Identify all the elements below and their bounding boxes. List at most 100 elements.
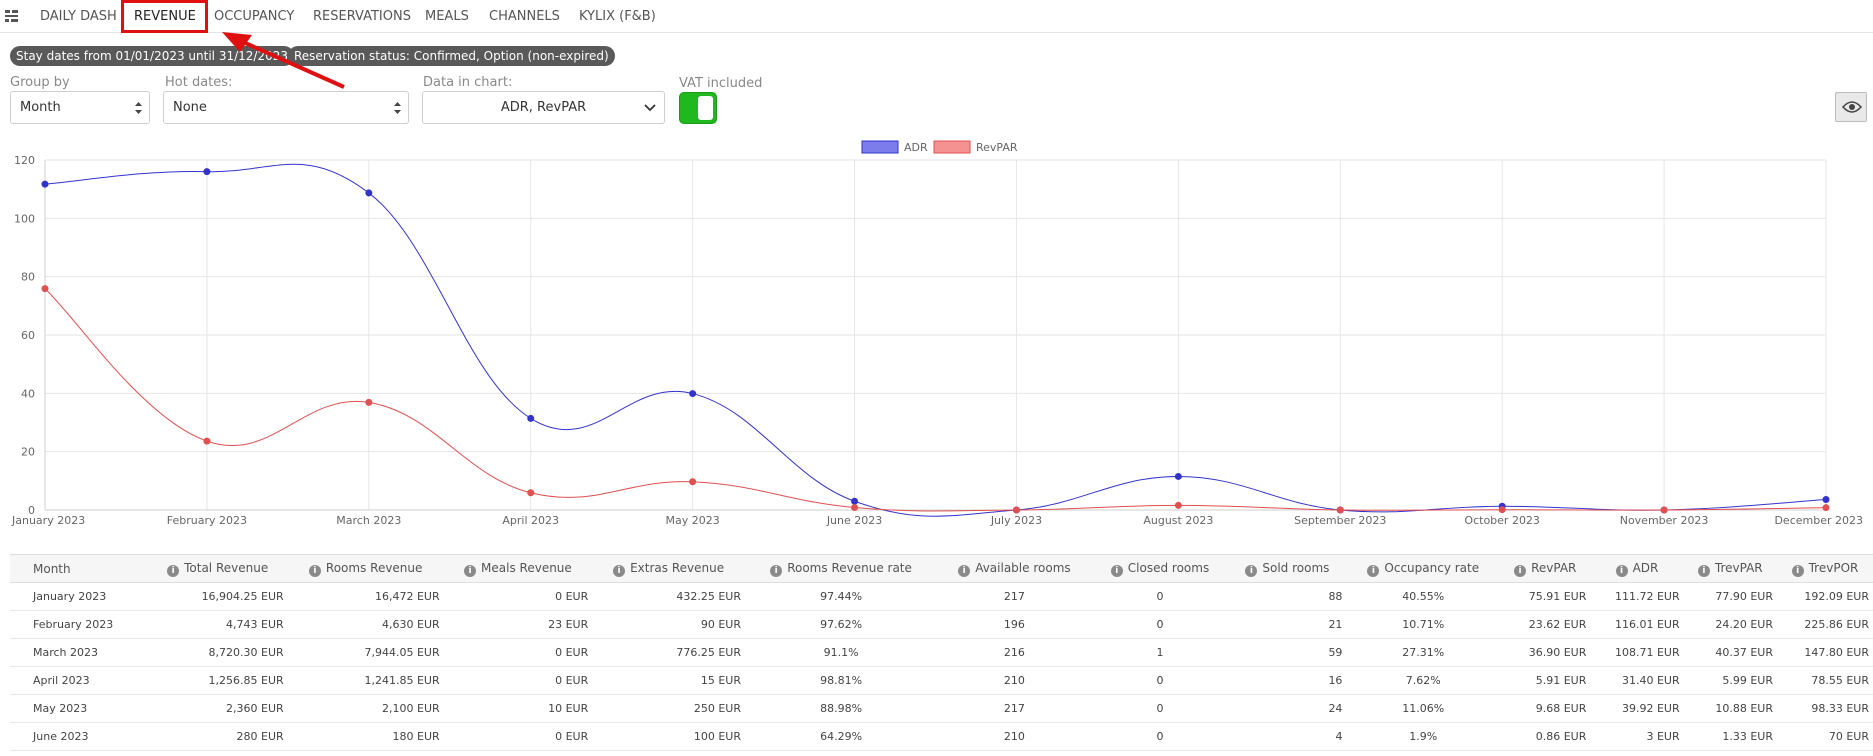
- revpar-data-point: [365, 398, 373, 406]
- table-cell: March 2023: [10, 638, 148, 667]
- table-cell: 36.90 EUR: [1500, 638, 1591, 667]
- group-by-select[interactable]: Month: [10, 91, 150, 124]
- info-icon[interactable]: i: [958, 564, 971, 577]
- info-icon[interactable]: i: [1514, 564, 1527, 577]
- table-cell: 98.33 EUR: [1776, 694, 1873, 723]
- eye-icon: [1842, 101, 1862, 113]
- table-cell: 432.25 EUR: [592, 582, 745, 611]
- adr-revpar-chart: 0 20 40 60 80 100 120 January 2023 February 2023…: [11, 140, 1863, 527]
- group-by-label: Group by: [10, 75, 70, 90]
- column-header[interactable]: i Closed rooms: [1091, 554, 1229, 583]
- table-cell: 225.86 EUR: [1776, 610, 1873, 639]
- menu-toggle-icon[interactable]: [5, 9, 19, 23]
- info-icon[interactable]: i: [308, 564, 321, 577]
- column-header[interactable]: i TrevPAR: [1683, 554, 1777, 583]
- x-tick-label: November 2023: [1620, 514, 1709, 527]
- column-header[interactable]: i Meals Revenue: [443, 554, 593, 583]
- top-nav: DAILY DASH REVENUE OCCUPANCY RESERVATION…: [0, 0, 1873, 33]
- table-cell: 75.91 EUR: [1500, 582, 1591, 611]
- visibility-button[interactable]: [1835, 92, 1867, 122]
- table-cell: 27.31%: [1346, 638, 1501, 667]
- table-cell: 78.55 EUR: [1776, 666, 1873, 695]
- info-icon[interactable]: i: [1110, 564, 1123, 577]
- table-cell: 7,944.05 EUR: [287, 638, 444, 667]
- data-in-chart-select[interactable]: ADR, RevPAR: [422, 91, 665, 124]
- column-header-label: Month: [33, 561, 71, 576]
- adr-data-point: [365, 189, 373, 197]
- tab-reservations[interactable]: RESERVATIONS: [313, 9, 411, 24]
- column-header[interactable]: i Total Revenue: [147, 554, 288, 583]
- revpar-data-point: [1336, 506, 1344, 514]
- column-header-label: Rooms Revenue rate: [787, 560, 912, 575]
- tab-daily-dash[interactable]: DAILY DASH: [40, 9, 117, 24]
- revpar-data-point: [1498, 506, 1506, 514]
- tab-occupancy[interactable]: OCCUPANCY: [214, 9, 295, 24]
- column-header[interactable]: i Rooms Revenue rate: [744, 554, 938, 583]
- column-header[interactable]: i Rooms Revenue: [287, 554, 444, 583]
- vat-toggle[interactable]: [679, 92, 717, 124]
- info-icon[interactable]: i: [1367, 564, 1380, 577]
- revpar-legend-swatch: [933, 140, 971, 154]
- column-header[interactable]: i Extras Revenue: [592, 554, 745, 583]
- table-cell: May 2023: [10, 694, 148, 723]
- table-cell: 108.71 EUR: [1590, 638, 1684, 667]
- info-icon[interactable]: i: [1697, 564, 1710, 577]
- column-header[interactable]: i RevPAR: [1500, 554, 1591, 583]
- table-cell: 100 EUR: [592, 722, 745, 751]
- column-header[interactable]: i TrevPOR: [1776, 554, 1873, 583]
- table-cell: 1: [1091, 638, 1229, 667]
- table-cell: 9.68 EUR: [1500, 694, 1591, 723]
- column-header[interactable]: i Available rooms: [937, 554, 1092, 583]
- vat-label: VAT included: [679, 76, 763, 91]
- column-header[interactable]: Month: [10, 554, 148, 583]
- x-tick-label: May 2023: [666, 514, 720, 527]
- table-cell: 116.01 EUR: [1590, 610, 1684, 639]
- table-cell: 0: [1091, 722, 1229, 751]
- column-header[interactable]: i Occupancy rate: [1346, 554, 1501, 583]
- y-tick-label: 20: [21, 446, 35, 459]
- column-header-label: Meals Revenue: [481, 560, 572, 575]
- table-cell: 1,256.85 EUR: [147, 666, 288, 695]
- column-header-label: Closed rooms: [1127, 560, 1210, 575]
- y-tick-label: 120: [14, 154, 35, 167]
- table-cell: 70 EUR: [1776, 722, 1873, 751]
- info-icon[interactable]: i: [464, 564, 477, 577]
- table-cell: 210: [937, 722, 1092, 751]
- info-icon[interactable]: i: [613, 564, 626, 577]
- table-cell: 7.62%: [1346, 666, 1501, 695]
- column-header-label: TrevPOR: [1808, 560, 1859, 575]
- revpar-data-point: [1174, 501, 1182, 509]
- y-tick-label: 40: [21, 387, 35, 400]
- info-icon[interactable]: i: [1245, 564, 1258, 577]
- table-cell: 97.44%: [744, 582, 938, 611]
- revpar-data-point: [1660, 506, 1668, 514]
- table-cell: 23 EUR: [443, 610, 593, 639]
- tab-kylix-fb[interactable]: KYLIX (F&B): [579, 9, 656, 24]
- tab-channels[interactable]: CHANNELS: [489, 9, 560, 24]
- adr-data-point: [1822, 496, 1830, 503]
- table-cell: 0: [1091, 694, 1229, 723]
- table-body: January 2023 16,904.25 EUR 16,472 EUR 0 EUR…: [10, 582, 1873, 751]
- column-header[interactable]: i Sold rooms: [1228, 554, 1347, 583]
- column-header[interactable]: i ADR: [1590, 554, 1684, 583]
- table-cell: 15 EUR: [592, 666, 745, 695]
- info-icon[interactable]: i: [1791, 564, 1804, 577]
- hot-dates-select[interactable]: None: [163, 91, 409, 124]
- info-icon[interactable]: i: [1615, 564, 1628, 577]
- tab-revenue[interactable]: REVENUE: [134, 9, 196, 24]
- revpar-data-point: [1012, 506, 1020, 514]
- tab-meals[interactable]: MEALS: [425, 9, 469, 24]
- column-header-label: Occupancy rate: [1384, 560, 1480, 575]
- group-by-value: Month: [20, 100, 61, 115]
- table-cell: 91.1%: [744, 638, 938, 667]
- adr-legend-label: ADR: [904, 141, 928, 154]
- table-cell: 192.09 EUR: [1776, 582, 1873, 611]
- y-tick-label: 0: [28, 504, 35, 517]
- data-in-chart-label: Data in chart:: [423, 75, 513, 90]
- revpar-data-point: [689, 478, 697, 486]
- table-row: January 2023 16,904.25 EUR 16,472 EUR 0 EUR…: [10, 582, 1873, 611]
- info-icon[interactable]: i: [167, 564, 180, 577]
- info-icon[interactable]: i: [770, 564, 783, 577]
- table-cell: 1,241.85 EUR: [287, 666, 444, 695]
- table-cell: 21: [1228, 610, 1347, 639]
